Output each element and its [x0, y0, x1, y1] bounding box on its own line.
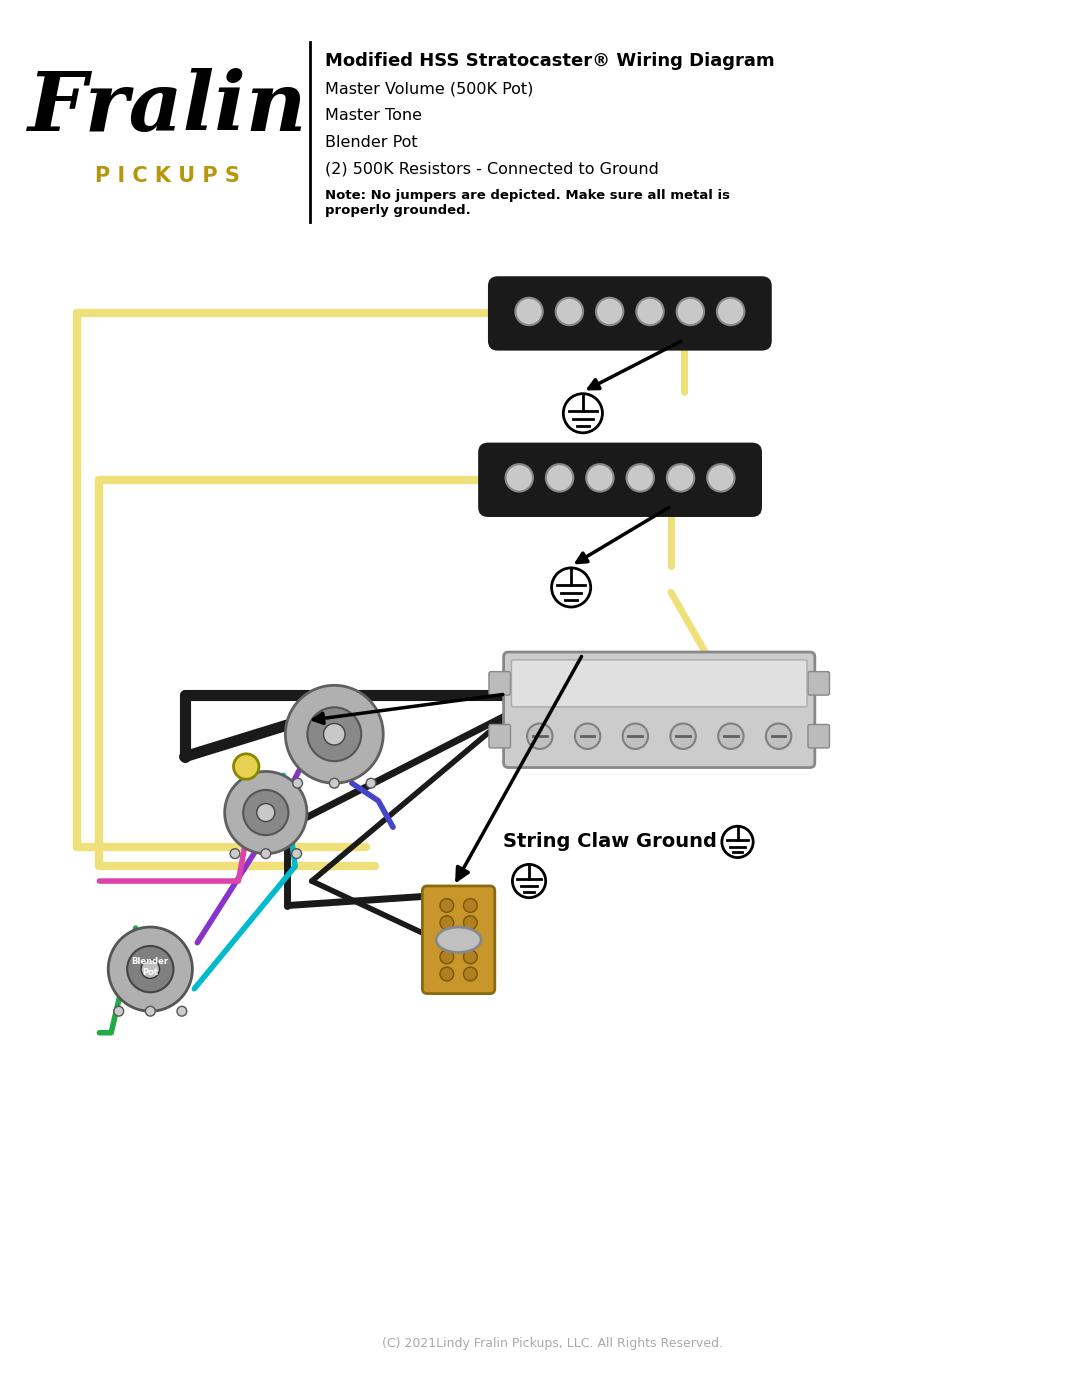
Circle shape: [622, 724, 648, 749]
Ellipse shape: [436, 927, 481, 952]
Circle shape: [329, 778, 339, 788]
Circle shape: [292, 848, 302, 858]
Circle shape: [230, 848, 240, 858]
Text: Fralin: Fralin: [28, 69, 307, 148]
Circle shape: [463, 951, 477, 963]
FancyBboxPatch shape: [808, 672, 830, 696]
Circle shape: [177, 1007, 187, 1016]
FancyBboxPatch shape: [488, 276, 771, 350]
FancyBboxPatch shape: [489, 672, 511, 696]
Circle shape: [440, 967, 453, 981]
FancyBboxPatch shape: [489, 724, 511, 748]
Circle shape: [671, 724, 696, 749]
Circle shape: [256, 804, 275, 822]
FancyBboxPatch shape: [422, 886, 494, 994]
Circle shape: [293, 778, 303, 788]
Circle shape: [440, 916, 453, 930]
Circle shape: [324, 724, 345, 745]
Circle shape: [440, 951, 453, 963]
Circle shape: [114, 1007, 123, 1016]
Text: String Claw Ground: String Claw Ground: [503, 833, 716, 851]
Circle shape: [626, 465, 654, 491]
Circle shape: [513, 864, 545, 897]
Circle shape: [564, 393, 603, 433]
Circle shape: [722, 826, 753, 858]
Circle shape: [463, 932, 477, 946]
Circle shape: [505, 465, 533, 491]
Circle shape: [463, 899, 477, 913]
Text: (C) 2021Lindy Fralin Pickups, LLC. All Rights Reserved.: (C) 2021Lindy Fralin Pickups, LLC. All R…: [382, 1337, 723, 1351]
Circle shape: [243, 790, 289, 836]
Circle shape: [708, 465, 735, 491]
Circle shape: [515, 298, 543, 325]
Circle shape: [234, 753, 259, 780]
Circle shape: [552, 568, 591, 608]
Text: Blender Pot: Blender Pot: [325, 134, 418, 150]
Circle shape: [527, 724, 553, 749]
Circle shape: [718, 724, 743, 749]
Circle shape: [128, 946, 173, 993]
Circle shape: [141, 960, 159, 979]
Circle shape: [463, 916, 477, 930]
Circle shape: [717, 298, 744, 325]
Circle shape: [225, 771, 307, 854]
FancyBboxPatch shape: [808, 724, 830, 748]
Circle shape: [586, 465, 613, 491]
Text: Master Tone: Master Tone: [325, 108, 422, 123]
FancyBboxPatch shape: [512, 659, 807, 707]
Circle shape: [556, 298, 583, 325]
Circle shape: [575, 724, 601, 749]
Text: Modified HSS Stratocaster® Wiring Diagram: Modified HSS Stratocaster® Wiring Diagra…: [325, 52, 774, 70]
Circle shape: [366, 778, 375, 788]
Circle shape: [440, 899, 453, 913]
Text: Blender
Pot: Blender Pot: [132, 958, 169, 977]
Text: (2) 500K Resistors - Connected to Ground: (2) 500K Resistors - Connected to Ground: [325, 161, 658, 176]
Circle shape: [667, 465, 695, 491]
Circle shape: [463, 967, 477, 981]
Circle shape: [546, 465, 573, 491]
Circle shape: [286, 686, 383, 783]
Text: Note: No jumpers are depicted. Make sure all metal is
properly grounded.: Note: No jumpers are depicted. Make sure…: [325, 189, 729, 217]
FancyBboxPatch shape: [478, 442, 762, 517]
Circle shape: [108, 927, 193, 1011]
Text: P I C K U P S: P I C K U P S: [95, 167, 240, 186]
Circle shape: [145, 1007, 155, 1016]
Circle shape: [766, 724, 791, 749]
Circle shape: [261, 848, 270, 858]
Text: Master Volume (500K Pot): Master Volume (500K Pot): [325, 81, 533, 97]
FancyBboxPatch shape: [503, 652, 815, 767]
Circle shape: [596, 298, 623, 325]
Circle shape: [307, 707, 361, 762]
Circle shape: [636, 298, 663, 325]
Circle shape: [440, 932, 453, 946]
Circle shape: [676, 298, 704, 325]
